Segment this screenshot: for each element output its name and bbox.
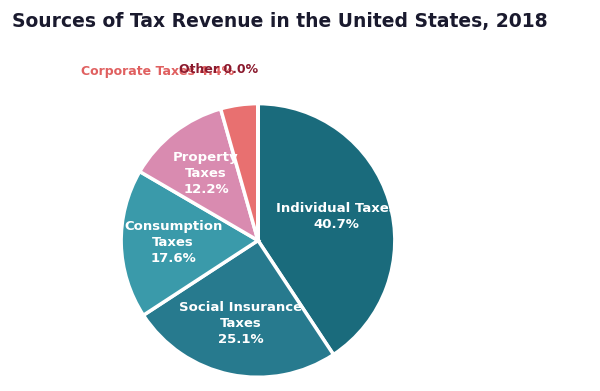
Wedge shape [258, 104, 395, 355]
Text: Other 0.0%: Other 0.0% [179, 63, 258, 76]
Text: Consumption
Taxes
17.6%: Consumption Taxes 17.6% [124, 220, 223, 265]
Wedge shape [140, 109, 258, 240]
Wedge shape [221, 104, 258, 240]
Wedge shape [143, 240, 334, 377]
Text: Corporate Taxes 4.4%: Corporate Taxes 4.4% [82, 65, 235, 77]
Text: Property
Taxes
12.2%: Property Taxes 12.2% [173, 151, 239, 196]
Text: Social Insurance
Taxes
25.1%: Social Insurance Taxes 25.1% [179, 301, 302, 346]
Wedge shape [121, 172, 258, 315]
Text: Sources of Tax Revenue in the United States, 2018: Sources of Tax Revenue in the United Sta… [12, 12, 548, 31]
Text: Individual Taxes
40.7%: Individual Taxes 40.7% [277, 202, 397, 231]
